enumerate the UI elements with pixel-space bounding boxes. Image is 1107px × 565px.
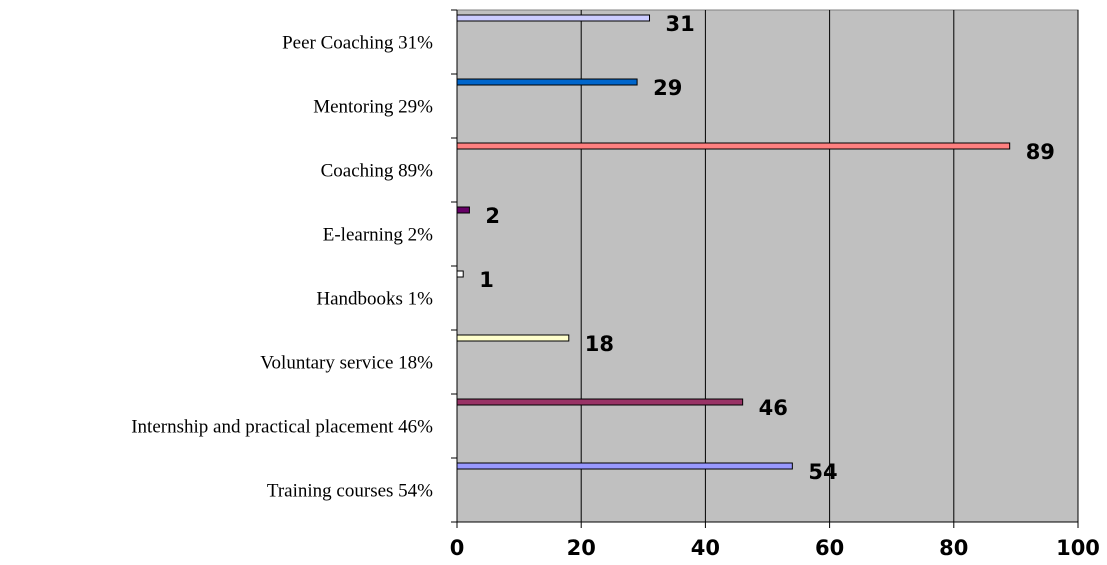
bar [456,142,1011,150]
data-label: 31 [666,12,695,36]
category-label: Handbooks 1% [316,288,433,309]
bar [456,14,651,22]
data-label: 2 [485,204,500,228]
bar [456,206,470,214]
category-label: Internship and practical placement 46% [131,416,433,437]
data-label: 46 [759,396,788,420]
x-tick-label: 100 [1056,536,1100,560]
data-label: 54 [808,460,837,484]
x-tick-label: 80 [939,536,968,560]
bar [456,78,638,86]
bar [456,334,570,342]
bar [456,462,793,470]
category-label: Training courses 54% [267,480,433,501]
category-label: Peer Coaching 31% [282,32,433,53]
x-tick-label: 40 [691,536,720,560]
x-tick-label: 20 [567,536,596,560]
x-tick-label: 60 [815,536,844,560]
bar [456,270,464,278]
x-tick-label: 0 [450,536,465,560]
category-label: E-learning 2% [323,224,433,245]
data-label: 89 [1026,140,1055,164]
data-label: 18 [585,332,614,356]
data-label: 29 [653,76,682,100]
plot-area [456,9,1079,523]
category-label: Mentoring 29% [313,96,433,117]
category-label: Coaching 89% [321,160,434,181]
data-label: 1 [479,268,494,292]
bar [456,398,744,406]
category-label: Voluntary service 18% [260,352,433,373]
